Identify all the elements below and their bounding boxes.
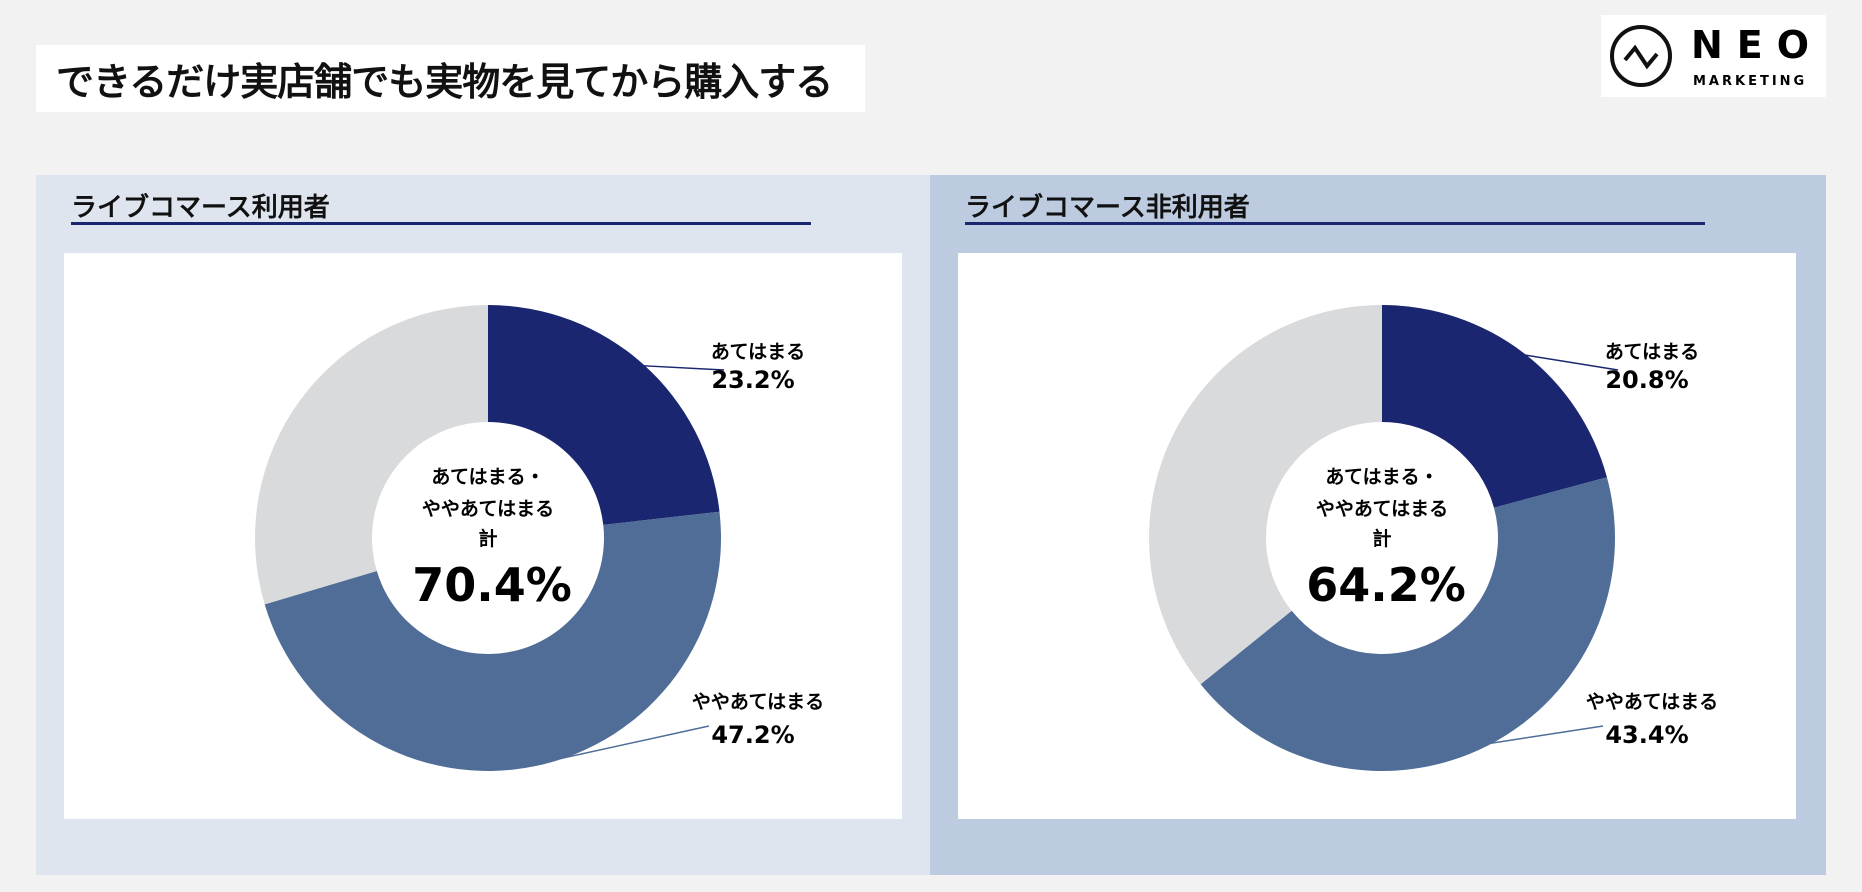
leader-line bbox=[1522, 353, 1619, 371]
slice-value-label: 23.2% bbox=[711, 366, 794, 394]
leader-line bbox=[1486, 725, 1604, 745]
slice-label: あてはまる bbox=[711, 341, 805, 363]
panel-users: ライブコマース利用者 あてはまる 23.2% ややあてはまる 47.2% あてはまる・や… bbox=[36, 175, 930, 875]
panel-title: ライブコマース利用者 bbox=[71, 193, 330, 223]
panel-title: ライブコマース非利用者 bbox=[965, 193, 1250, 223]
neo-marketing-logo: NEO MARKETING bbox=[1601, 15, 1826, 97]
donut-slice-0 bbox=[488, 305, 720, 525]
title-underline bbox=[71, 222, 811, 225]
donut-slice-2 bbox=[255, 305, 488, 605]
donut-slice-0 bbox=[1382, 305, 1607, 508]
logo-zigzag-icon bbox=[1623, 44, 1659, 70]
center-caption: あてはまる・ bbox=[1325, 466, 1438, 488]
page-title: できるだけ実店舗でも実物を見てから購入する bbox=[56, 60, 833, 104]
slice-label: あてはまる bbox=[1605, 341, 1699, 363]
logo-text-main: NEO bbox=[1691, 23, 1823, 67]
slice-value-label: 47.2% bbox=[711, 721, 794, 749]
donut-chart-non-users: あてはまる20.8%ややあてはまる43.4%あてはまる・ややあてはまる計64.2… bbox=[1149, 305, 1718, 771]
center-caption: ややあてはまる bbox=[1316, 498, 1448, 520]
center-total: 64.2% bbox=[1306, 558, 1466, 612]
chart-card: あてはまる 20.8% ややあてはまる 43.4% あてはまる・ ややあてはまる計 64.2… bbox=[958, 253, 1796, 819]
slice-value-label: 43.4% bbox=[1605, 721, 1688, 749]
leader-line bbox=[533, 725, 710, 766]
leader-line bbox=[641, 364, 725, 371]
slice-label: ややあてはまる bbox=[692, 691, 824, 713]
slice-value-label: 20.8% bbox=[1605, 366, 1688, 394]
page-title-box: できるだけ実店舗でも実物を見てから購入する bbox=[36, 45, 865, 112]
donut-slice-1 bbox=[264, 511, 721, 771]
center-caption: あてはまる・ bbox=[431, 466, 544, 488]
center-caption: 計 bbox=[1372, 527, 1391, 550]
panel-non-users: ライブコマース非利用者 あてはまる 20.8% ややあてはまる 43.4% あてはまる・… bbox=[930, 175, 1826, 875]
logo-circle-icon bbox=[1610, 25, 1672, 87]
donut-chart-users: あてはまる23.2%ややあてはまる47.2%あてはまる・ややあてはまる計70.4… bbox=[255, 305, 824, 771]
donut-slice-2 bbox=[1149, 305, 1382, 685]
logo-text-sub: MARKETING bbox=[1693, 74, 1807, 89]
center-caption: 計 bbox=[478, 527, 497, 550]
title-underline bbox=[965, 222, 1705, 225]
donut-slice-1 bbox=[1200, 477, 1615, 771]
center-caption: ややあてはまる bbox=[422, 498, 554, 520]
slice-label: ややあてはまる bbox=[1586, 691, 1718, 713]
chart-card: あてはまる 23.2% ややあてはまる 47.2% あてはまる・ ややあてはまる計 70.4… bbox=[64, 253, 902, 819]
center-total: 70.4% bbox=[412, 558, 572, 612]
